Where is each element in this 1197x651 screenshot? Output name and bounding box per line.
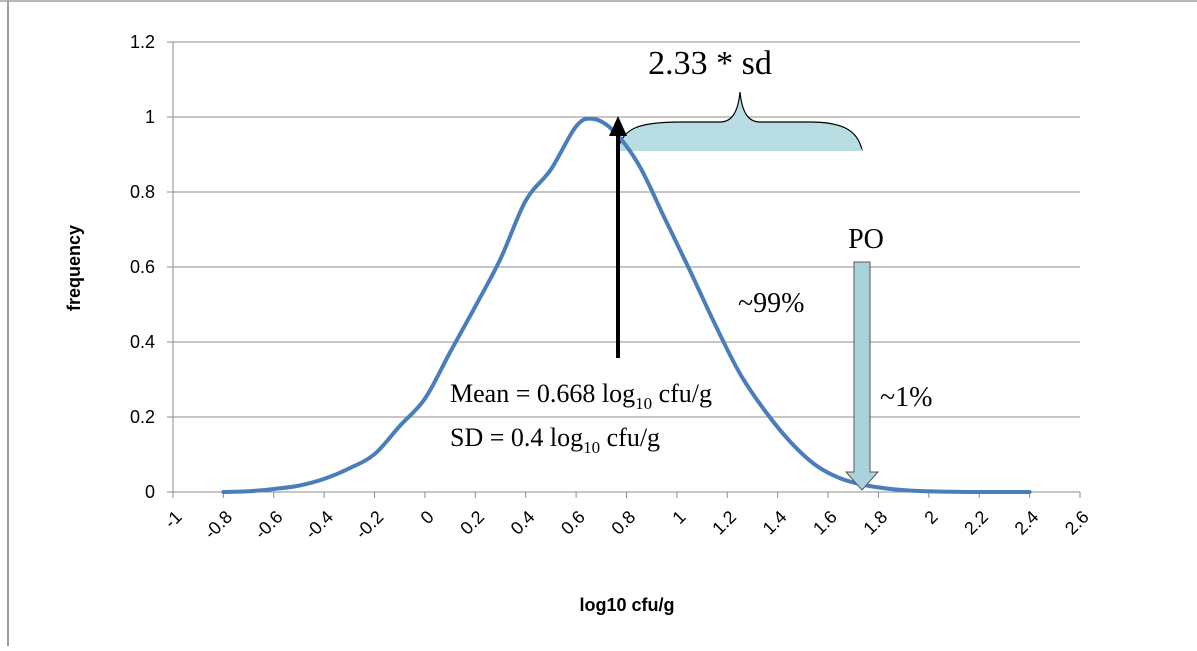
y-tick-label: 1 — [145, 107, 155, 127]
x-tick-label: -0.4 — [301, 507, 337, 543]
sd-label: SD = 0.4 log10 cfu/g — [450, 423, 660, 457]
pct1-label: ~1% — [880, 382, 932, 413]
x-tick-label: -0.6 — [251, 507, 287, 543]
x-tick-label: 2 — [920, 507, 941, 528]
mean-arrow-head — [609, 116, 627, 136]
y-tick-label: 0.6 — [130, 257, 155, 277]
y-tick-label: 0.8 — [130, 182, 155, 202]
brace-label: 2.33 * sd — [648, 45, 772, 82]
x-tick-label: 2.6 — [1061, 507, 1093, 539]
sd-brace-shape — [617, 91, 863, 151]
grid-lines — [173, 41, 1080, 418]
x-tick-label: 1.4 — [759, 507, 791, 539]
x-tick-label: 0.6 — [557, 507, 589, 539]
x-tick-label: 1 — [668, 507, 689, 528]
x-tick-labels: -1 -0.8 -0.6 -0.4 -0.2 0 0.2 0.4 0.6 0.8 1 1.2 1.4 1.… — [160, 507, 1092, 543]
x-tick-label: 0.4 — [507, 507, 539, 539]
po-label: PO — [848, 224, 884, 255]
y-tick-label: 0.2 — [130, 407, 155, 427]
y-tick-label: 0.4 — [130, 332, 155, 352]
y-tick-label: 0 — [145, 482, 155, 502]
x-tick-label: 1.2 — [708, 507, 740, 539]
x-tick-label: 2.4 — [1011, 507, 1043, 539]
po-arrow — [844, 261, 880, 491]
y-tick-label: 1.2 — [130, 32, 155, 52]
x-tick-label: -0.2 — [351, 507, 387, 543]
mean-label: Mean = 0.668 log10 cfu/g — [450, 379, 712, 413]
x-tick-label: -0.8 — [200, 507, 236, 543]
x-axis-title: log10 cfu/g — [579, 595, 674, 615]
x-tick-label: 2.2 — [960, 507, 992, 539]
y-tick-labels: 0 0.2 0.4 0.6 0.8 1 1.2 — [130, 32, 155, 502]
pct99-label: ~99% — [738, 288, 804, 319]
x-tick-label: 1.8 — [859, 507, 891, 539]
x-tick-label: 0 — [417, 507, 438, 528]
y-axis-title: frequency — [64, 225, 84, 311]
x-tick-label: 0.2 — [456, 507, 488, 539]
x-tick-label: 1.6 — [809, 507, 841, 539]
x-tick-label: -1 — [160, 507, 185, 532]
x-tick-label: 0.8 — [607, 507, 639, 539]
